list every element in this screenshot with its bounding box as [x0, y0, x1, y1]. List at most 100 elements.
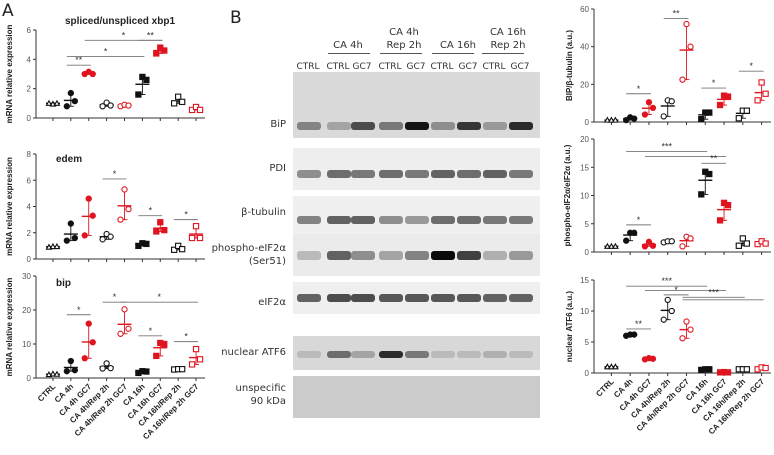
blot-band [405, 251, 429, 260]
blot-row-label-line1: BiP [270, 119, 286, 130]
blot-row-label-line1: PDI [269, 163, 286, 174]
svg-text:*: * [637, 215, 641, 225]
blot-band [457, 351, 481, 358]
blot-row-label: PDI [190, 162, 286, 175]
blot-band [405, 170, 429, 178]
blot-group-ca16h: CA 16h [439, 40, 477, 51]
svg-text:edem: edem [56, 154, 82, 165]
blot-group-ca4h-rep2h: CA 4h Rep 2h [376, 26, 432, 52]
lane-header: GC7 [352, 62, 372, 72]
lane-header: GC7 [406, 62, 426, 72]
blot-group-ca16h-rep2h: CA 16h Rep 2h [478, 26, 538, 52]
blot-row-label-line1: phospho-eIF2α [211, 243, 286, 254]
blot-band [431, 216, 455, 224]
blot-group-line [328, 53, 370, 54]
blot-band [509, 170, 533, 178]
blot-row-label-line1: unspecific [235, 383, 286, 394]
blot-band [297, 251, 321, 260]
blot-row-label-line2: (Ser51) [248, 256, 286, 267]
blot-band [297, 351, 321, 358]
blot-band [327, 294, 351, 302]
svg-text:*: * [637, 84, 641, 94]
blot-group-line [432, 53, 474, 54]
blot-band [327, 216, 351, 224]
svg-text:**: ** [147, 30, 155, 40]
blot-band [483, 216, 507, 224]
svg-text:5: 5 [585, 220, 590, 229]
svg-text:0: 0 [585, 369, 590, 378]
panel-label-a: A [2, 1, 14, 21]
blot-band [431, 251, 455, 260]
blot-group-line [380, 53, 422, 54]
svg-text:***: *** [661, 276, 672, 286]
group-line1: CA 16h [489, 27, 527, 38]
blot-strip [293, 376, 540, 418]
blot-band [379, 294, 403, 302]
blot-band [509, 216, 533, 224]
chart-nuclear-atf6: 0 5 10 15 nuclear ATF6 (a.u.) CTRL CA 4h CA 4h … [560, 268, 774, 450]
svg-text:20: 20 [580, 135, 589, 144]
blot-group-line [482, 53, 524, 54]
svg-text:*: * [104, 46, 108, 56]
blot-band [405, 351, 429, 358]
chart-bip: 0 10 20 30 mRNA relative expression bip CTRL CA… [0, 262, 208, 450]
blot-band [297, 122, 321, 130]
svg-text:mRNA relative expression: mRNA relative expression [5, 277, 14, 376]
svg-text:bip: bip [56, 278, 71, 289]
blot-band [351, 351, 375, 358]
svg-text:8: 8 [27, 150, 32, 159]
blot-band [457, 251, 481, 260]
svg-text:CTRL: CTRL [594, 377, 616, 399]
svg-text:30: 30 [22, 272, 31, 281]
blot-band [509, 351, 533, 358]
blot-band [351, 216, 375, 224]
svg-text:*: * [122, 30, 126, 40]
blot-strip [293, 234, 540, 276]
lane-header: CTRL [482, 62, 506, 72]
svg-text:*: * [113, 292, 117, 302]
blot-band [379, 170, 403, 178]
svg-text:20: 20 [22, 306, 31, 315]
svg-text:0: 0 [27, 114, 32, 123]
blot-band [405, 122, 429, 130]
blot-band [457, 122, 481, 130]
blot-band [509, 122, 533, 130]
svg-text:10: 10 [22, 340, 31, 349]
blot-band [379, 122, 403, 130]
blot-row-label: nuclear ATF6 [190, 346, 286, 359]
svg-text:40: 40 [580, 43, 589, 52]
svg-text:mRNA relative expression: mRNA relative expression [5, 157, 14, 256]
chart-bip-tubulin: 0 20 40 60 BIP/β-tubulin (a.u.) * ** * * [560, 0, 774, 127]
svg-text:**: ** [75, 55, 83, 65]
svg-text:2: 2 [27, 85, 32, 94]
svg-text:0: 0 [585, 248, 590, 257]
blot-band [297, 170, 321, 178]
svg-text:*: * [149, 326, 153, 336]
svg-text:*: * [184, 332, 188, 342]
svg-text:**: ** [635, 319, 643, 329]
blot-band [327, 170, 351, 178]
svg-text:spliced/unspliced xbp1: spliced/unspliced xbp1 [65, 16, 175, 27]
blot-band [483, 122, 507, 130]
svg-text:0: 0 [27, 255, 32, 262]
blot-band [431, 294, 455, 302]
svg-text:*: * [712, 78, 716, 88]
lane-header: CTRL [326, 62, 350, 72]
svg-text:20: 20 [580, 80, 589, 89]
blot-strip [293, 72, 540, 138]
svg-text:mRNA relative expression: mRNA relative expression [5, 24, 14, 123]
blot-band [457, 294, 481, 302]
blot-row-label: β-tubulin [190, 206, 286, 219]
blot-band [509, 251, 533, 260]
svg-text:0: 0 [585, 118, 590, 125]
blot-band [351, 170, 375, 178]
blot-row-label: unspecific 90 kDa [190, 382, 286, 408]
blot-band [457, 170, 481, 178]
blot-strip [293, 336, 540, 370]
svg-text:*: * [149, 206, 153, 216]
blot-row-label-line1: eIF2α [258, 297, 286, 308]
blot-row-label: BiP [190, 118, 286, 131]
svg-text:6: 6 [27, 26, 32, 35]
svg-text:***: *** [708, 287, 719, 297]
chart-edem: 0 2 4 6 8 mRNA relative expression edem * * * [0, 132, 208, 264]
